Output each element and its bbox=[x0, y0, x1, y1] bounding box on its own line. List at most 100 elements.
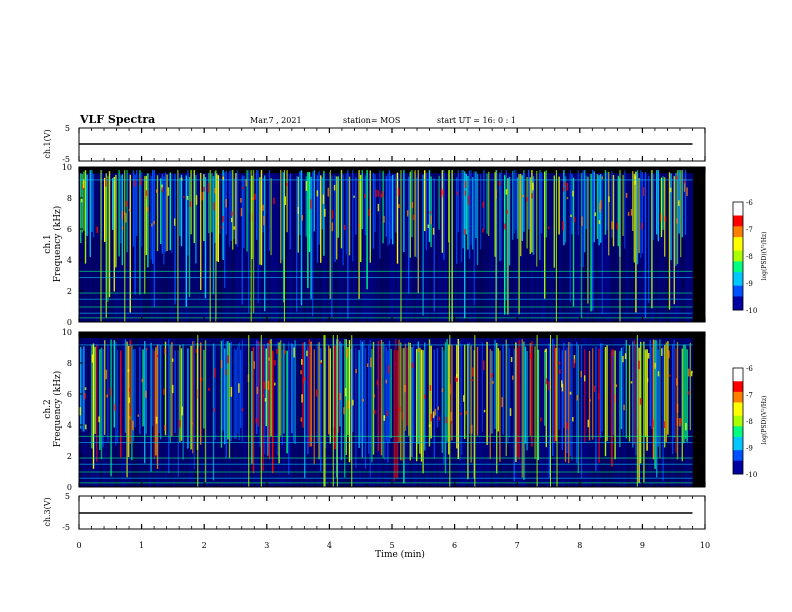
spectrogram-spike bbox=[177, 170, 179, 322]
spectrogram-streak bbox=[294, 340, 296, 444]
spectrogram-cell bbox=[299, 338, 301, 487]
spectrogram-streak bbox=[192, 341, 194, 454]
spectrogram-hotspot bbox=[343, 407, 345, 415]
spectrogram-streak bbox=[240, 349, 242, 428]
spectrogram-streak bbox=[320, 348, 322, 471]
spectrogram-hotspot bbox=[222, 215, 225, 223]
spectrogram-cell bbox=[573, 338, 575, 487]
spectrogram-cell bbox=[615, 338, 617, 487]
spectrogram-cell bbox=[485, 173, 487, 322]
spectrogram-streak bbox=[212, 343, 215, 481]
spectrogram-hotspot bbox=[676, 417, 679, 426]
spectrogram-hotspot bbox=[155, 189, 158, 193]
spectrogram-hotspot bbox=[352, 399, 354, 406]
spectrogram-streak bbox=[337, 176, 339, 238]
spectrogram-cell bbox=[585, 338, 587, 487]
spectrogram-streak bbox=[683, 344, 685, 444]
spectrogram-hotspot bbox=[128, 397, 131, 403]
spectrogram-hotspot bbox=[105, 369, 108, 380]
spectrogram-cell bbox=[613, 173, 615, 322]
spectrogram-cell bbox=[135, 338, 137, 487]
spectrogram-hotspot bbox=[654, 362, 656, 369]
spectrogram-cell bbox=[689, 173, 691, 322]
spectrogram-cell bbox=[99, 173, 101, 322]
spectrogram-streak bbox=[318, 342, 320, 460]
colorbar-swatch bbox=[733, 269, 743, 273]
spectrogram-streak bbox=[662, 346, 664, 481]
colorbar-swatch bbox=[733, 253, 743, 257]
spectrogram-hotspot bbox=[231, 217, 233, 223]
spectrogram-cell bbox=[137, 173, 139, 322]
spectrogram-hotspot bbox=[358, 224, 360, 228]
spectrogram-streak bbox=[372, 342, 375, 455]
spectrogram-streak bbox=[502, 344, 504, 435]
spectrogram-cell bbox=[245, 338, 247, 487]
spectrogram-hotspot bbox=[611, 348, 614, 356]
spectrogram-cell bbox=[603, 338, 605, 487]
spectrogram-hotspot bbox=[504, 223, 506, 230]
spectrogram-hotspot bbox=[195, 348, 198, 353]
spectrogram-streak bbox=[260, 170, 263, 266]
spectrogram-hotspot bbox=[370, 357, 372, 368]
spectrogram-streak bbox=[150, 175, 152, 260]
spectrogram-hotspot bbox=[470, 424, 473, 434]
spectrogram-cell bbox=[265, 173, 267, 322]
narrowband-line bbox=[79, 457, 693, 459]
spectrogram-cell bbox=[275, 338, 277, 487]
colorbar-swatch bbox=[733, 436, 743, 441]
spectrogram-cell bbox=[399, 173, 401, 322]
spectrogram-streak bbox=[236, 170, 239, 247]
spectrogram-streak bbox=[675, 172, 677, 266]
spectrogram-streak bbox=[566, 347, 568, 454]
colorbar-tick-label: -9 bbox=[746, 445, 753, 453]
spectrogram-cell bbox=[661, 173, 663, 322]
spectrogram-streak bbox=[518, 339, 520, 460]
spectrogram-streak bbox=[684, 170, 687, 236]
spectrogram-hotspot bbox=[570, 214, 572, 217]
spectrogram-streak bbox=[336, 339, 338, 478]
spectrogram-streak bbox=[635, 344, 637, 456]
spectrogram-streak bbox=[163, 176, 165, 265]
spectrogram-streak bbox=[241, 340, 243, 442]
spectrogram-streak bbox=[153, 350, 155, 460]
spectrogram-cell bbox=[661, 338, 663, 487]
spectrogram-streak bbox=[289, 174, 291, 250]
spectrogram-cell bbox=[647, 338, 649, 487]
colorbar-swatch bbox=[733, 291, 743, 295]
spectrogram-hotspot bbox=[145, 193, 147, 200]
spectrogram-hotspot bbox=[676, 218, 679, 224]
spectrogram-hotspot bbox=[213, 202, 215, 211]
spectrogram-hotspot bbox=[167, 187, 170, 196]
spectrogram-hotspot bbox=[293, 347, 295, 358]
spectrogram-streak bbox=[113, 340, 115, 428]
spectrogram-streak bbox=[227, 341, 229, 440]
spectrogram-streak bbox=[372, 172, 375, 249]
spectrogram-hotspot bbox=[455, 376, 457, 382]
colorbar-swatch bbox=[733, 299, 743, 303]
spectrogram-streak bbox=[563, 342, 565, 428]
spectrogram-streak bbox=[259, 177, 261, 265]
spectrogram-streak bbox=[481, 342, 483, 432]
spectrogram-streak bbox=[632, 341, 634, 448]
colorbar-swatch bbox=[733, 202, 743, 206]
spectrogram-cell bbox=[249, 338, 251, 487]
spectrogram-cell bbox=[607, 338, 609, 487]
colorbar-swatch bbox=[733, 247, 743, 252]
spectrogram-cell bbox=[321, 173, 323, 322]
spectrogram-streak bbox=[675, 348, 677, 453]
spectrogram-hotspot bbox=[377, 190, 380, 197]
spectrogram-streak bbox=[345, 339, 347, 455]
spectrogram-cell bbox=[357, 338, 359, 487]
spectrogram-streak bbox=[305, 176, 307, 237]
spectrogram-streak bbox=[524, 346, 527, 444]
spectrogram-streak bbox=[408, 342, 410, 436]
spectrogram-hotspot bbox=[264, 397, 267, 402]
spectrogram-hotspot bbox=[301, 394, 303, 403]
spectrogram-streak bbox=[304, 342, 306, 479]
spectrogram-streak bbox=[643, 341, 645, 483]
spectrogram-cell bbox=[491, 173, 493, 322]
spectrogram-streak bbox=[390, 176, 392, 240]
spectrogram-streak bbox=[136, 170, 138, 237]
spectrogram-hotspot bbox=[146, 348, 148, 351]
spectrogram-hotspot bbox=[387, 364, 390, 374]
